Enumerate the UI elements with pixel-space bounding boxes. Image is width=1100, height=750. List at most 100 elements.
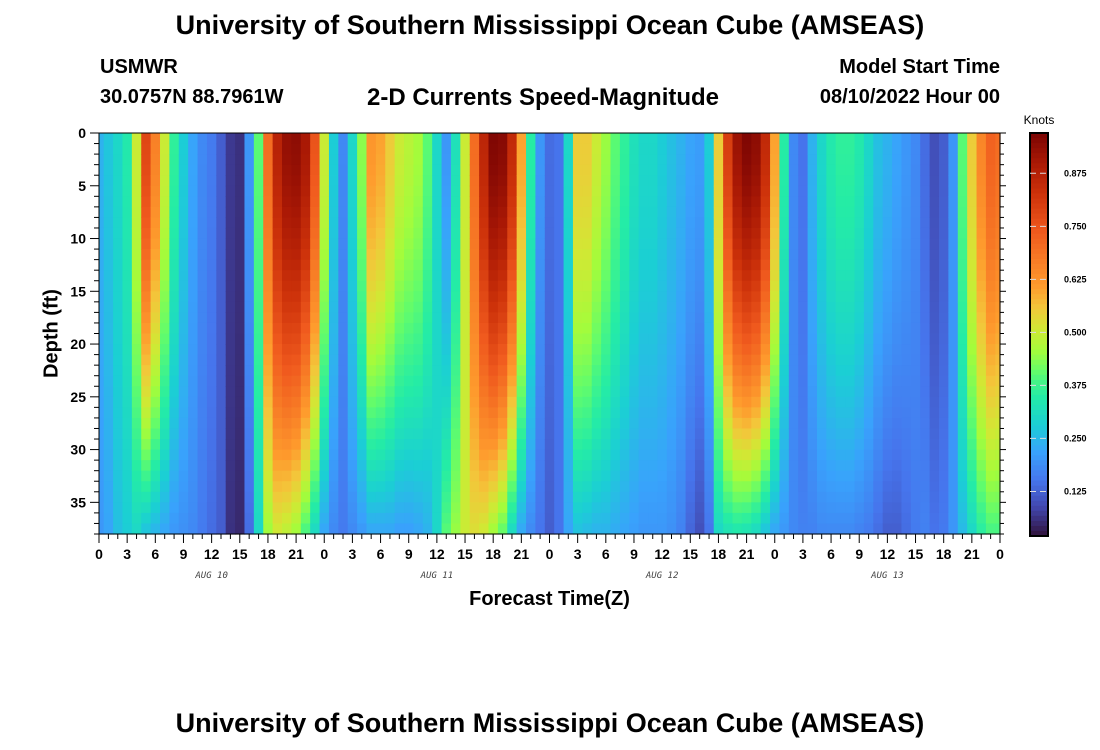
heatmap-cell <box>732 249 743 261</box>
heatmap-cell <box>610 460 621 472</box>
heatmap-cell <box>882 386 893 398</box>
heatmap-cell <box>422 312 433 324</box>
heatmap-cell <box>206 523 217 535</box>
heatmap-cell <box>713 386 724 398</box>
heatmap-cell <box>357 270 368 282</box>
heatmap-cell <box>901 481 912 493</box>
heatmap-cell <box>366 238 377 250</box>
heatmap-cell <box>901 354 912 366</box>
heatmap-cell <box>150 154 161 166</box>
heatmap-cell <box>404 428 415 440</box>
heatmap-cell <box>488 407 499 419</box>
heatmap-cell <box>985 396 996 408</box>
heatmap-cell <box>272 375 283 387</box>
heatmap-cell <box>516 333 527 345</box>
heatmap-cell <box>985 227 996 240</box>
heatmap-cell <box>422 449 433 461</box>
heatmap-cell <box>366 143 377 155</box>
heatmap-cell <box>469 291 480 303</box>
heatmap-cell <box>788 460 799 472</box>
heatmap-cell <box>460 280 471 292</box>
heatmap-cell <box>450 185 461 197</box>
heatmap-cell <box>507 470 518 482</box>
heatmap-cell <box>929 196 940 208</box>
heatmap-cell <box>666 502 677 514</box>
heatmap-cell <box>122 291 133 303</box>
heatmap-cell <box>291 502 302 514</box>
heatmap-cell <box>319 449 330 461</box>
heatmap-cell <box>338 481 349 493</box>
heatmap-cell <box>882 312 893 324</box>
heatmap-cell <box>882 417 893 430</box>
heatmap-cell <box>310 259 321 271</box>
heatmap-cell <box>141 407 152 419</box>
heatmap-cell <box>432 375 443 387</box>
heatmap-cell <box>357 523 368 535</box>
colorbar-segment <box>1030 258 1048 265</box>
heatmap-cell <box>685 143 696 155</box>
heatmap-cell <box>225 386 236 398</box>
heatmap-cell <box>197 206 208 219</box>
heatmap-cell <box>713 491 724 503</box>
heatmap-cell <box>854 133 865 145</box>
heatmap-cell <box>948 365 959 377</box>
heatmap-cell <box>741 417 752 430</box>
heatmap-cell <box>253 439 264 451</box>
heatmap-cell <box>732 449 743 461</box>
heatmap-cell <box>282 407 293 419</box>
x-tick-label: 18 <box>260 546 276 562</box>
heatmap-cell <box>854 386 865 398</box>
heatmap-cell <box>413 270 424 282</box>
heatmap-cell <box>591 322 602 335</box>
heatmap-cell <box>760 238 771 250</box>
heatmap-cell <box>206 333 217 345</box>
heatmap-cell <box>450 301 461 313</box>
heatmap-cell <box>882 206 893 219</box>
heatmap-cell <box>357 365 368 377</box>
heatmap-cell <box>835 354 846 366</box>
heatmap-cell <box>225 291 236 303</box>
heatmap-cell <box>957 460 968 472</box>
heatmap-cell <box>450 270 461 282</box>
heatmap-cell <box>160 386 170 398</box>
heatmap-cell <box>619 491 630 503</box>
heatmap-cell <box>957 259 968 271</box>
heatmap-cell <box>798 439 809 451</box>
heatmap-cell <box>985 196 996 208</box>
heatmap-cell <box>816 185 827 197</box>
heatmap-cell <box>357 502 368 514</box>
heatmap-cell <box>469 270 480 282</box>
heatmap-cell <box>985 344 996 356</box>
heatmap-cell <box>779 439 790 451</box>
heatmap-cell <box>563 396 574 408</box>
heatmap-cell <box>328 333 339 345</box>
heatmap-cell <box>638 133 649 145</box>
x-day-label: AUG 10 <box>194 571 228 581</box>
heatmap-cell <box>497 238 508 250</box>
heatmap-cell <box>957 449 968 461</box>
heatmap-cell <box>272 344 283 356</box>
heatmap-cell <box>516 196 527 208</box>
heatmap-cell <box>760 491 771 503</box>
heatmap-cell <box>479 502 490 514</box>
heatmap-cell <box>892 365 903 377</box>
heatmap-cell <box>178 512 189 525</box>
heatmap-cell <box>404 143 415 155</box>
heatmap-cell <box>244 227 255 240</box>
heatmap-cell <box>929 386 940 398</box>
heatmap-cell <box>929 291 940 303</box>
heatmap-cell <box>225 322 236 335</box>
heatmap-cell <box>910 417 921 430</box>
heatmap-cell <box>648 217 659 229</box>
heatmap-cell <box>657 133 668 145</box>
heatmap-cell <box>272 280 283 292</box>
heatmap-cell <box>394 238 405 250</box>
heatmap-cell <box>338 143 349 155</box>
heatmap-cell <box>929 301 940 313</box>
heatmap-cell <box>99 396 105 408</box>
heatmap-cell <box>892 386 903 398</box>
heatmap-cell <box>957 217 968 229</box>
heatmap-cell <box>141 375 152 387</box>
heatmap-cell <box>99 206 105 219</box>
heatmap-cell <box>272 238 283 250</box>
